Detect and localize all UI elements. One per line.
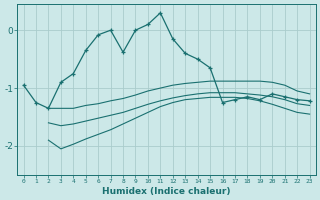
X-axis label: Humidex (Indice chaleur): Humidex (Indice chaleur) [102,187,231,196]
